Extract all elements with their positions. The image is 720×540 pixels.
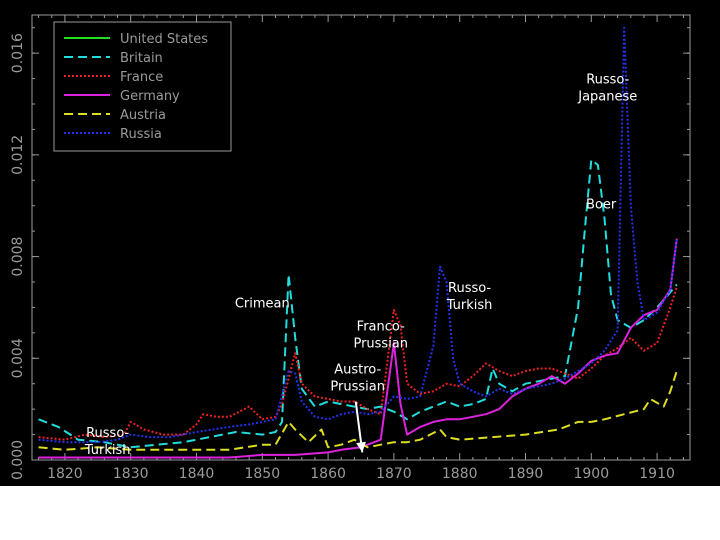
x-tick-label: 1890	[508, 466, 544, 482]
y-tick-label: 0.008	[10, 237, 26, 277]
legend-label: United States	[120, 32, 208, 47]
annotation-label: Boer	[586, 197, 617, 212]
y-tick-label: 0.016	[10, 33, 26, 73]
legend-label: Russia	[120, 127, 162, 142]
x-tick-label: 1860	[310, 466, 346, 482]
x-tick-label: 1850	[244, 466, 280, 482]
legend-label: Germany	[120, 89, 180, 104]
annotation-label: Russo-	[86, 426, 129, 441]
annotation-label: Russo-	[586, 73, 629, 88]
annotation-label: Japanese	[577, 90, 637, 105]
y-tick-label: 0.012	[10, 135, 26, 175]
annotation-label: Prussian	[330, 380, 385, 395]
x-tick-label: 1830	[113, 466, 149, 482]
x-tick-label: 1880	[442, 466, 478, 482]
line-chart: 1820 1830 1840 1850 1860 1870 1880 1890 1900 1910…	[10, 14, 691, 482]
series-line-britain	[38, 158, 678, 449]
annotation-label: Turkish	[84, 443, 131, 458]
legend-label: France	[120, 70, 163, 85]
plot-frame	[31, 14, 691, 461]
x-tick-label: 1820	[47, 466, 83, 482]
x-tick-label: 1870	[376, 466, 412, 482]
annotation-label: Crimean	[235, 296, 290, 311]
x-tick-label: 1840	[179, 466, 215, 482]
series-line-france	[38, 286, 678, 441]
x-tick-label: 1910	[639, 466, 675, 482]
y-tick-label: 0.004	[10, 338, 26, 378]
annotation-label: Franco-	[357, 319, 405, 334]
legend-label: Austria	[120, 108, 166, 123]
annotation-label: Prussian	[353, 336, 408, 351]
x-tick-label: 1900	[573, 466, 609, 482]
y-tick-label: 0.000	[10, 440, 26, 480]
annotation-label: Russo-	[448, 281, 491, 296]
annotation-arrowhead	[356, 441, 366, 453]
series-line-austria	[38, 370, 678, 451]
series-line-germany	[38, 238, 678, 459]
annotation-label: Austro-	[334, 363, 381, 378]
chart-area: 1820 1830 1840 1850 1860 1870 1880 1890 1900 1910…	[0, 0, 720, 486]
legend: United States Britain France Germany Austria…	[53, 21, 232, 152]
annotation-label: Turkish	[446, 298, 493, 313]
legend-label: Britain	[120, 51, 163, 66]
legend-box	[53, 21, 232, 152]
